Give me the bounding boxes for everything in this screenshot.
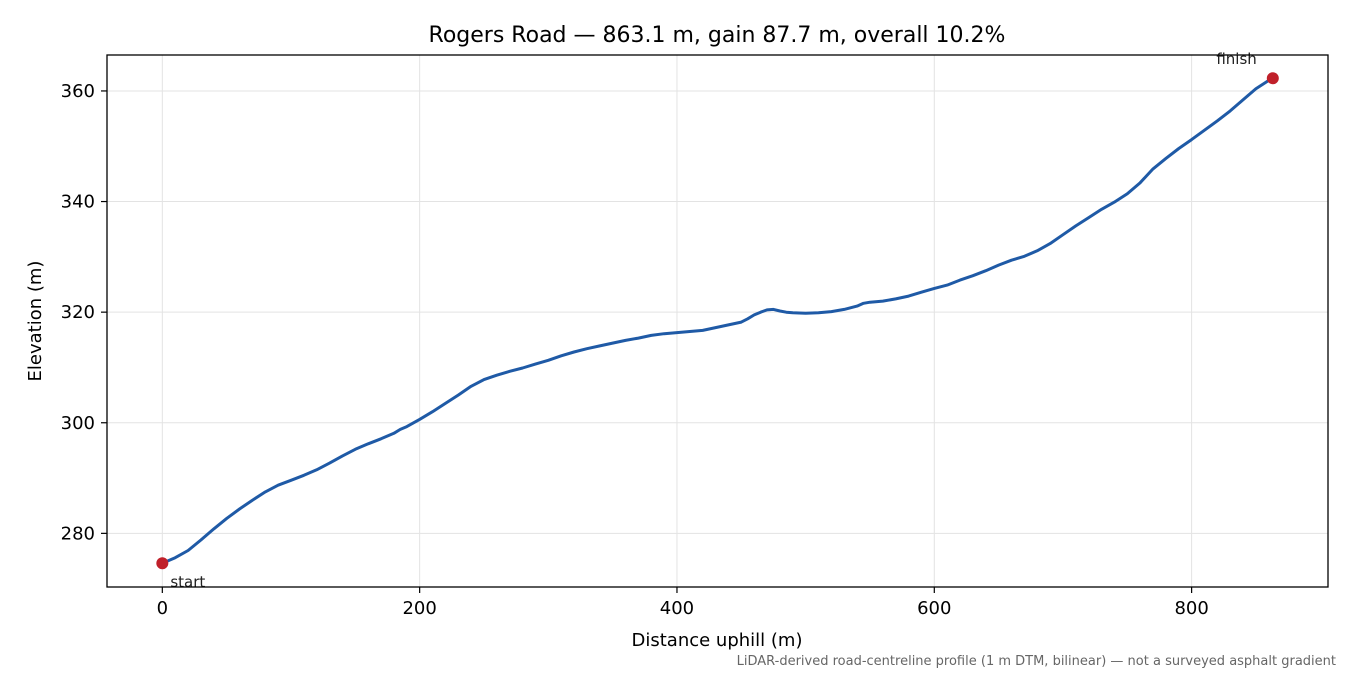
x-axis-label: Distance uphill (m)	[632, 630, 803, 651]
x-tick-label: 200	[402, 598, 436, 619]
finish-label: finish	[1216, 50, 1256, 68]
start-marker	[156, 557, 169, 570]
y-axis-ticks: 280 300 320 340 360	[61, 81, 107, 544]
elevation-line	[160, 76, 1275, 565]
finish-marker	[1266, 72, 1279, 85]
y-tick-label: 280	[61, 523, 95, 544]
y-tick-label: 360	[61, 81, 95, 102]
y-tick-label: 320	[61, 302, 95, 323]
chart-title: Rogers Road — 863.1 m, gain 87.7 m, over…	[429, 23, 1006, 48]
x-tick-label: 800	[1174, 598, 1208, 619]
y-axis-label: Elevation (m)	[25, 261, 46, 382]
grid	[107, 55, 1328, 587]
y-tick-label: 340	[61, 192, 95, 213]
x-tick-label: 0	[157, 598, 168, 619]
x-tick-label: 400	[660, 598, 694, 619]
x-axis-ticks: 0 200 400 600 800	[157, 587, 1209, 619]
plot-area	[160, 76, 1275, 565]
axes-frame	[106, 54, 1329, 588]
x-tick-label: 600	[917, 598, 951, 619]
y-tick-label: 300	[61, 413, 95, 434]
start-label: start	[170, 573, 205, 591]
footnote: LiDAR-derived road-centreline profile (1…	[737, 654, 1336, 669]
